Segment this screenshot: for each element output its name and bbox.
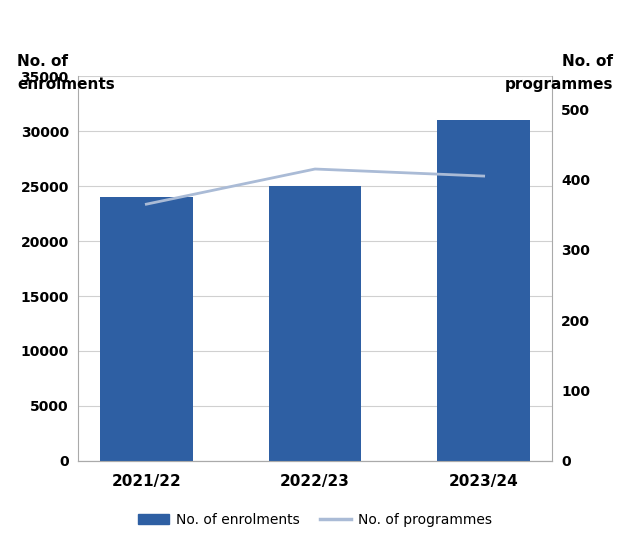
Text: No. of: No. of: [17, 54, 68, 69]
Legend: No. of enrolments, No. of programmes: No. of enrolments, No. of programmes: [133, 507, 497, 532]
Text: enrolments: enrolments: [17, 76, 115, 92]
Text: programmes: programmes: [505, 76, 613, 92]
Bar: [100, 197, 193, 461]
Text: No. of: No. of: [562, 54, 613, 69]
Bar: [268, 186, 362, 461]
Bar: [437, 120, 530, 461]
